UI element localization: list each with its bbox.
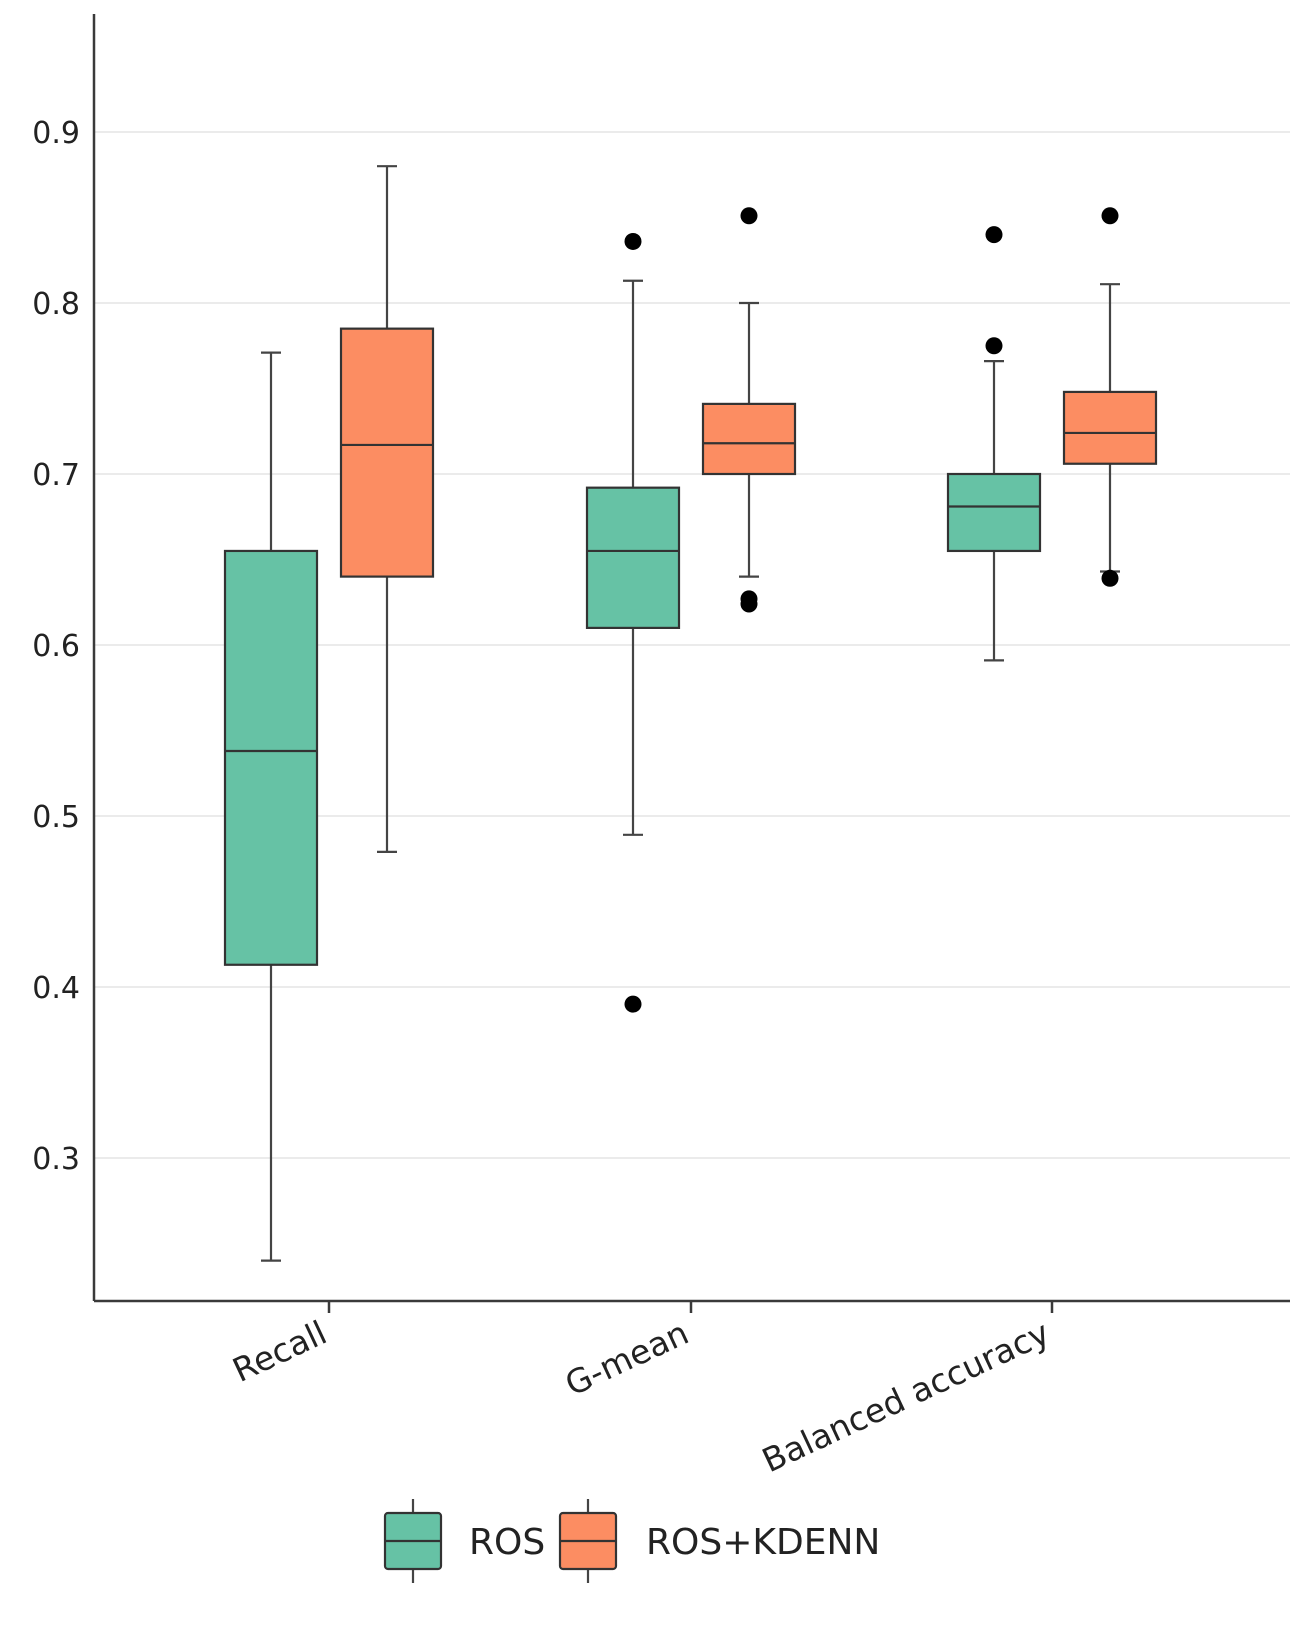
outlier-point bbox=[740, 595, 758, 613]
box bbox=[223, 549, 319, 966]
y-tick-label: 0.8 bbox=[32, 287, 80, 322]
outlier-point bbox=[1101, 207, 1119, 225]
outlier-point bbox=[985, 337, 1003, 355]
x-category-label: G-mean bbox=[559, 1313, 694, 1404]
x-axis-ticks: Recall G-mean Balanced accuracy bbox=[227, 1301, 1055, 1480]
legend-item-ros: ROS bbox=[383, 1499, 545, 1583]
outlier-point bbox=[985, 226, 1003, 244]
y-tick-label: 0.6 bbox=[32, 629, 80, 664]
legend-item-ros-kdenn: ROS+KDENN bbox=[558, 1499, 880, 1583]
box bbox=[339, 327, 435, 578]
box-group bbox=[339, 165, 435, 854]
x-category-label: Balanced accuracy bbox=[756, 1313, 1055, 1480]
x-category-label: Recall bbox=[227, 1313, 333, 1390]
y-tick-label: 0.4 bbox=[32, 971, 80, 1006]
outlier-point bbox=[624, 232, 642, 250]
y-tick-label: 0.7 bbox=[32, 458, 80, 493]
outlier-point bbox=[1101, 569, 1119, 587]
y-tick-label: 0.5 bbox=[32, 800, 80, 835]
y-axis-ticks: 0.3 0.4 0.5 0.6 0.7 0.8 0.9 bbox=[32, 116, 80, 1177]
series-ros-kdenn bbox=[339, 165, 1158, 854]
box bbox=[701, 402, 797, 476]
outlier-point bbox=[624, 995, 642, 1013]
box-group bbox=[1062, 207, 1158, 587]
box-group bbox=[701, 207, 797, 613]
box-group bbox=[946, 226, 1042, 662]
box-group bbox=[223, 351, 319, 1262]
legend-label: ROS+KDENN bbox=[646, 1522, 880, 1563]
legend: ROS ROS+KDENN bbox=[383, 1499, 880, 1583]
y-tick-label: 0.3 bbox=[32, 1142, 80, 1177]
box bbox=[1062, 390, 1158, 465]
box-group bbox=[585, 232, 681, 1013]
outlier-point bbox=[740, 207, 758, 225]
box bbox=[585, 486, 681, 629]
y-tick-label: 0.9 bbox=[32, 116, 80, 151]
legend-label: ROS bbox=[469, 1522, 545, 1563]
series-ros bbox=[223, 226, 1042, 1262]
box bbox=[946, 472, 1042, 553]
